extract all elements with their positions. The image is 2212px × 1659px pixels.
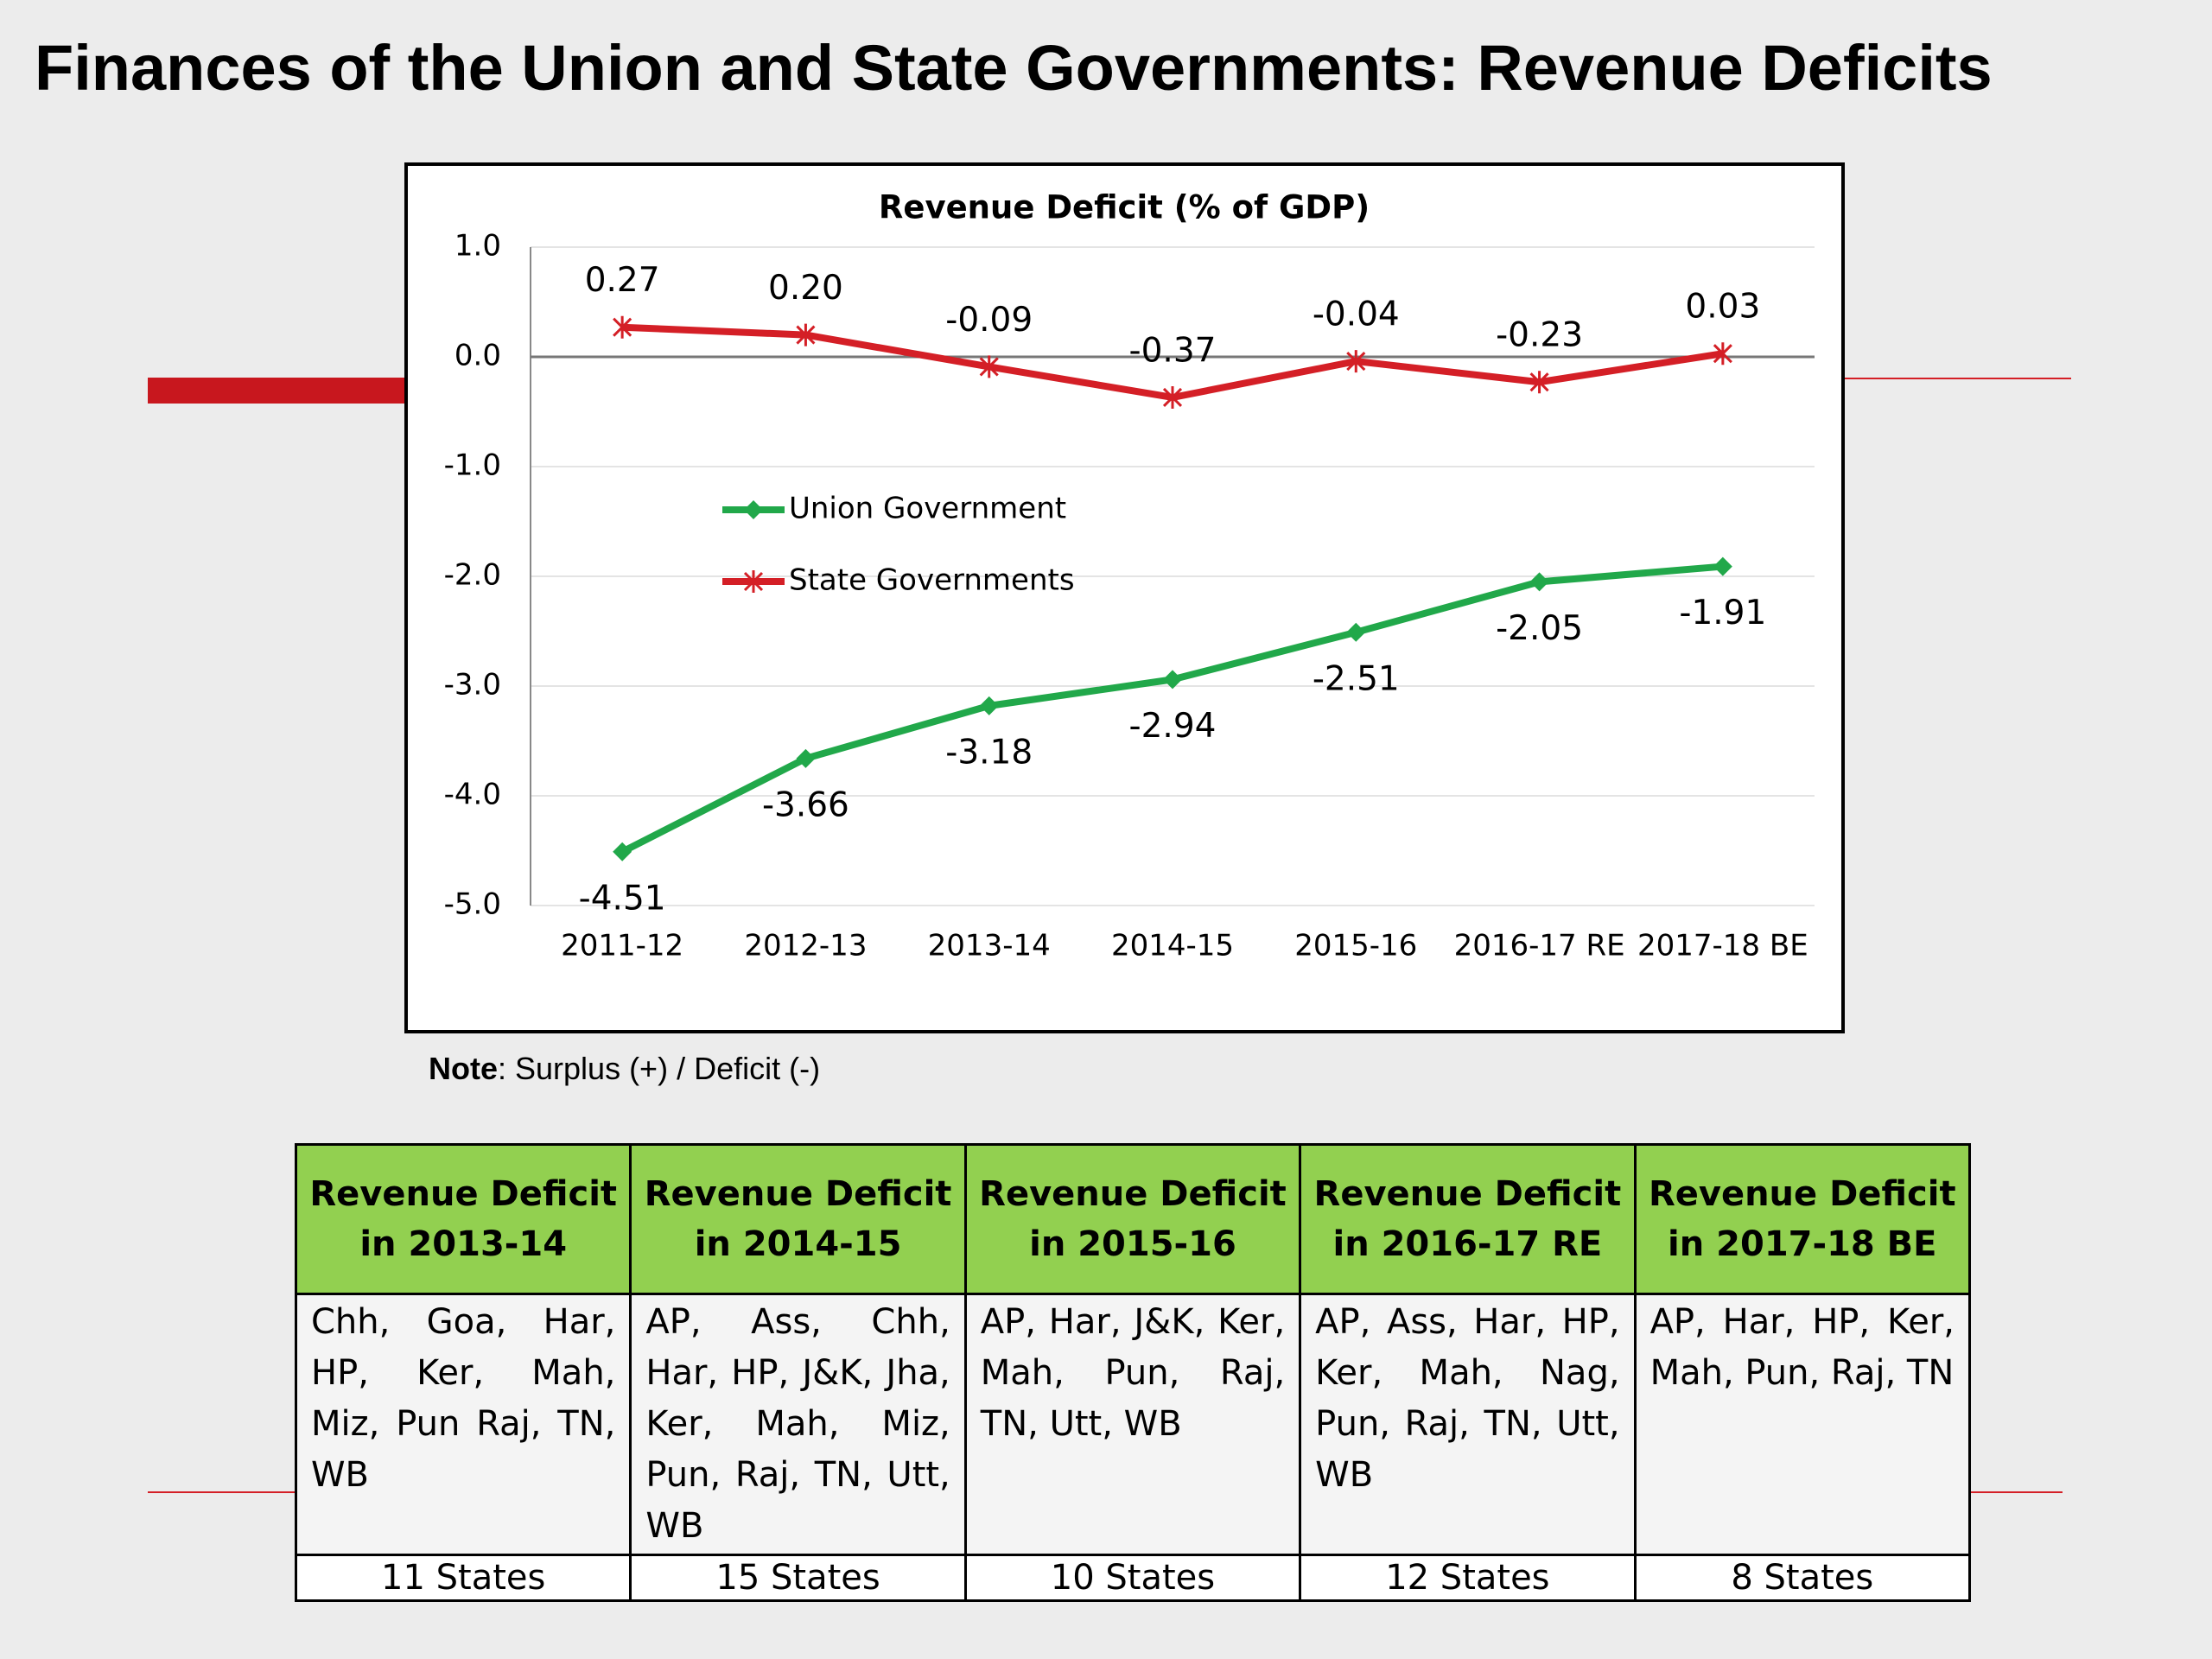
y-tick-label: -1.0 [444,448,501,483]
y-tick-label: -3.0 [444,668,501,702]
data-label: 0.20 [768,269,843,308]
marker [796,748,816,768]
marker [1529,572,1549,592]
count-row: 11 States 15 States 10 States 12 States … [294,1554,1972,1602]
y-tick-label: -5.0 [444,887,501,922]
y-tick-label: -2.0 [444,558,501,593]
cell: 11 States [294,1554,632,1602]
decor-bar [148,378,409,404]
x-tick-label: 2015-16 [1294,929,1417,963]
marker [613,842,632,861]
data-label: -3.66 [762,785,849,824]
data-label: -0.23 [1496,316,1583,355]
data-label: -2.94 [1129,707,1217,746]
cell: 12 States [1299,1554,1637,1602]
data-label: 0.03 [1685,288,1760,327]
data-label: -1.91 [1679,594,1766,632]
header-cell: Revenue Deficit in 2015-16 [963,1143,1302,1295]
data-label: 0.27 [585,261,660,300]
data-label: -0.09 [945,301,1033,340]
cell: 10 States [963,1554,1302,1602]
data-label: -0.37 [1129,331,1217,370]
data-label: -2.51 [1313,659,1400,698]
cell: AP, Har, J&K, Ker, Mah, Pun, Raj, TN, Ut… [963,1293,1302,1556]
x-tick-label: 2011-12 [561,929,683,963]
marker [1163,670,1182,690]
x-tick-label: 2012-13 [744,929,867,963]
header-cell: Revenue Deficit in 2016-17 RE [1299,1143,1637,1295]
data-label: -2.05 [1496,609,1583,648]
note: Note: Surplus (+) / Deficit (-) [429,1051,820,1087]
x-tick-label: 2013-14 [928,929,1051,963]
marker [1529,371,1549,394]
y-tick-label: 0.0 [454,339,501,373]
cell: 15 States [629,1554,967,1602]
marker [1713,342,1732,365]
x-tick-label: 2014-15 [1111,929,1234,963]
legend-label: State Governments [789,563,1075,598]
marker [744,500,763,519]
cell: AP, Ass, Har, HP, Ker, Mah, Nag, Pun, Ra… [1299,1293,1637,1556]
y-tick-label: 1.0 [454,229,501,264]
chart-title: Revenue Deficit (% of GDP) [879,189,1370,226]
y-tick-label: -4.0 [444,778,501,812]
marker [979,355,999,378]
cell: 8 States [1633,1554,1972,1602]
marker [1346,350,1366,373]
note-label: Note [429,1051,498,1086]
x-tick-label: 2017-18 BE [1637,929,1808,963]
marker [1713,556,1732,576]
cell: AP, Har, HP, Ker, Mah, Pun, Raj, TN [1633,1293,1972,1556]
cell: Chh, Goa, Har, HP, Ker, Mah, Miz, Pun Ra… [294,1293,632,1556]
header-cell: Revenue Deficit in 2017-18 BE [1633,1143,1972,1295]
marker [796,323,816,346]
data-label: -0.04 [1313,296,1400,334]
marker [613,315,632,339]
cell: AP, Ass, Chh, Har, HP, J&K, Jha, Ker, Ma… [629,1293,967,1556]
note-text: : Surplus (+) / Deficit (-) [498,1051,821,1086]
data-label: -3.18 [945,733,1033,772]
header-row: Revenue Deficit in 2013-14 Revenue Defic… [294,1143,1972,1295]
marker [1162,385,1183,409]
header-cell: Revenue Deficit in 2014-15 [629,1143,967,1295]
marker [1346,622,1366,642]
header-cell: Revenue Deficit in 2013-14 [294,1143,632,1295]
legend-label: Union Government [789,492,1066,526]
slide-title: Finances of the Union and State Governme… [35,32,1993,104]
marker [743,570,764,593]
marker [979,696,999,715]
states-row: Chh, Goa, Har, HP, Ker, Mah, Miz, Pun Ra… [294,1293,1972,1556]
data-label: -4.51 [579,879,666,918]
chart-frame [404,162,1845,1033]
x-tick-label: 2016-17 RE [1454,929,1625,963]
table: Revenue Deficit in 2013-14 Revenue Defic… [294,1143,1972,1602]
